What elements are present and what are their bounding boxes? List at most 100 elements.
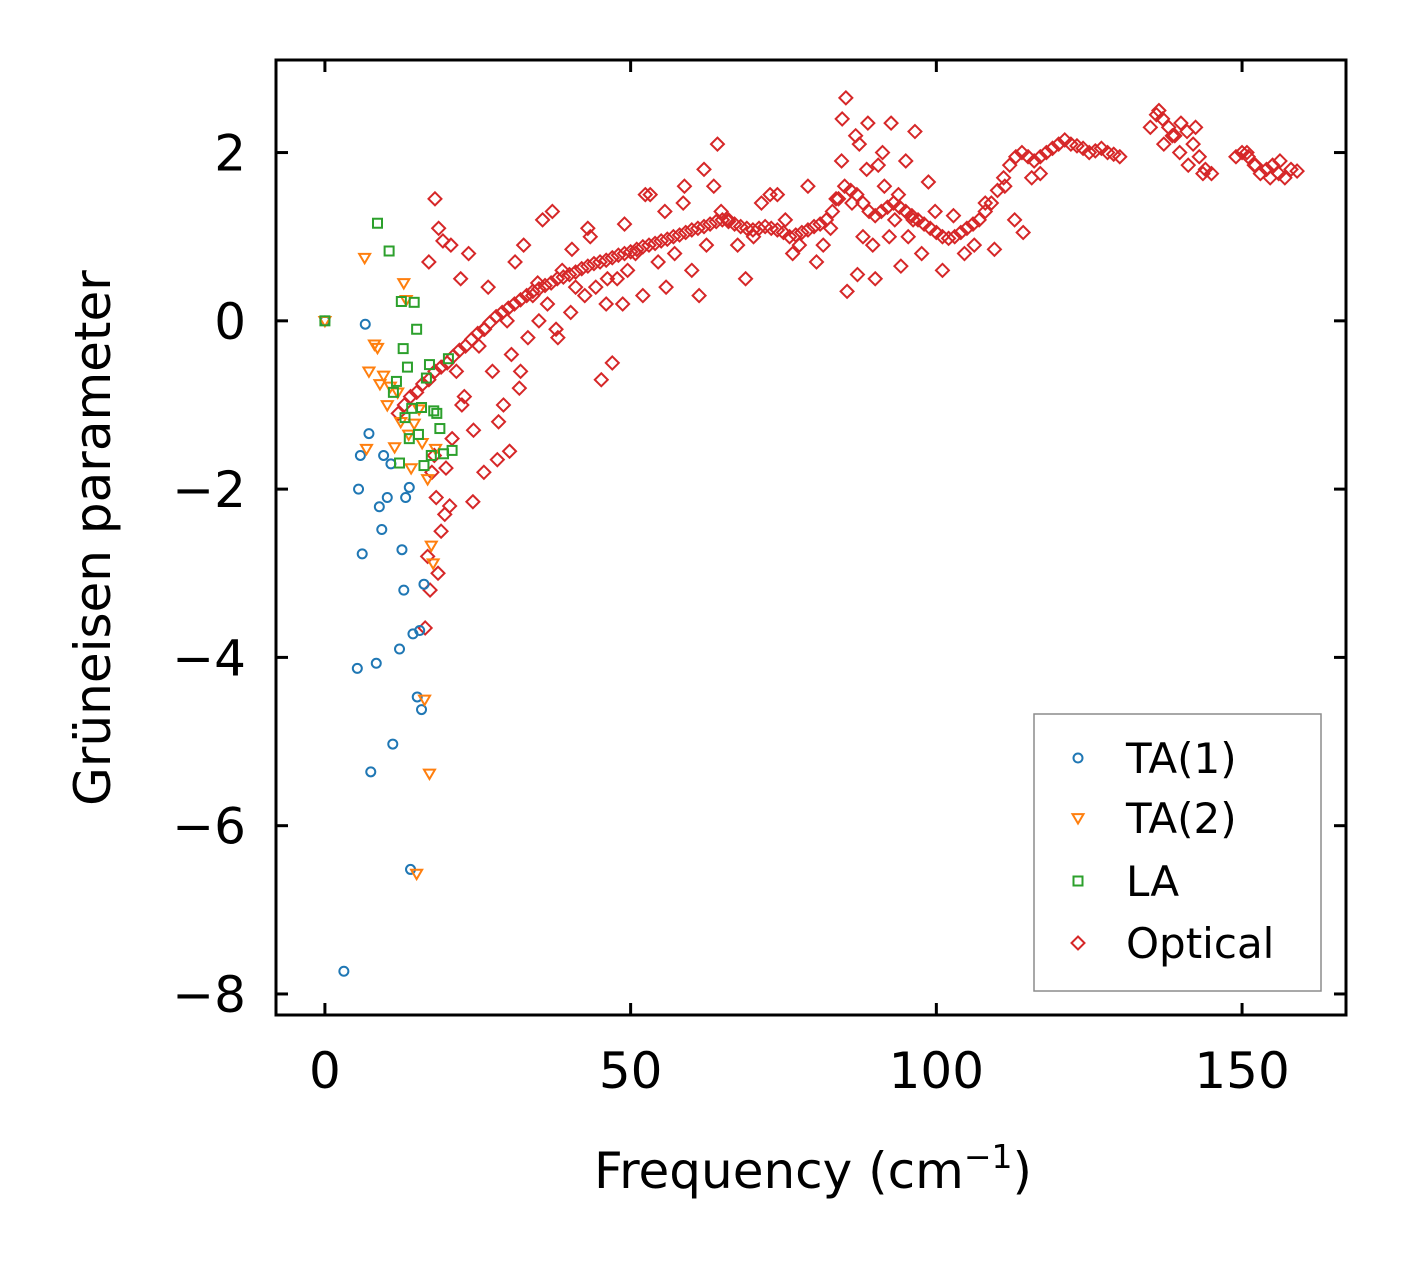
data-point	[1276, 169, 1293, 186]
data-point	[370, 657, 382, 669]
y-tick-label: −4	[172, 629, 246, 687]
series-la	[319, 217, 458, 472]
data-point	[503, 346, 520, 363]
data-point	[399, 412, 411, 424]
data-point	[1023, 169, 1040, 186]
data-point	[387, 386, 399, 398]
data-point	[1142, 119, 1159, 136]
legend-label: TA(2)	[1125, 794, 1237, 843]
data-point	[409, 868, 424, 882]
data-point	[996, 178, 1013, 195]
data-point	[359, 318, 371, 330]
data-point	[971, 211, 988, 228]
data-point	[753, 195, 770, 211]
data-point	[1228, 148, 1244, 165]
data-point	[537, 277, 553, 294]
data-point	[519, 329, 536, 346]
data-point	[417, 620, 434, 636]
axis-ticks: 0 50 100 150 2 0 −2 −4 −6 −8	[172, 60, 1346, 1100]
data-point	[351, 662, 363, 674]
data-point	[836, 178, 853, 195]
data-point	[418, 578, 430, 590]
data-point	[983, 195, 1000, 211]
data-point	[598, 252, 615, 269]
data-point	[406, 418, 422, 431]
x-tick-label: 100	[889, 1042, 984, 1100]
data-point	[507, 254, 523, 270]
data-point	[956, 245, 973, 262]
data-point	[397, 343, 409, 355]
y-tick-label: −8	[172, 966, 246, 1024]
data-point	[417, 694, 432, 707]
data-point	[676, 178, 693, 195]
data-point	[448, 363, 465, 380]
data-point	[338, 965, 350, 977]
data-point	[403, 481, 415, 493]
data-point	[579, 258, 596, 275]
data-point	[1262, 169, 1279, 186]
data-point	[354, 449, 366, 461]
data-point	[833, 153, 850, 169]
data-point	[495, 397, 512, 413]
data-point	[920, 174, 937, 190]
data-point	[452, 270, 469, 287]
data-point	[815, 237, 832, 254]
data-point	[855, 228, 871, 245]
data-point	[499, 312, 516, 329]
data-point	[371, 217, 383, 229]
data-point	[659, 231, 676, 248]
data-point	[414, 437, 430, 451]
data-point	[696, 161, 712, 178]
data-point	[864, 237, 881, 254]
data-point	[396, 278, 412, 291]
data-point	[579, 220, 596, 237]
y-tick-label: −6	[172, 798, 246, 856]
data-point	[1191, 148, 1208, 165]
data-point	[1050, 136, 1067, 153]
data-point	[1148, 106, 1165, 123]
data-point	[442, 237, 459, 254]
data-point	[422, 582, 438, 599]
data-point	[709, 136, 726, 153]
data-point	[913, 245, 930, 262]
data-point	[1014, 144, 1030, 161]
x-axis-label-superscript: −1	[964, 1137, 1013, 1176]
data-point	[806, 218, 822, 235]
data-point	[705, 178, 722, 195]
data-point	[1038, 144, 1055, 161]
data-point	[881, 228, 898, 245]
data-point	[675, 195, 692, 211]
x-axis-label-close: )	[1013, 1142, 1033, 1200]
data-point	[604, 354, 621, 371]
data-point	[1155, 136, 1172, 153]
data-point	[1272, 153, 1288, 169]
data-point	[419, 548, 436, 565]
data-point	[561, 266, 578, 283]
data-points	[317, 89, 1305, 977]
data-point	[396, 544, 408, 556]
data-point	[1195, 165, 1211, 182]
data-point	[438, 460, 454, 476]
data-point	[619, 262, 636, 279]
data-point	[708, 213, 725, 230]
data-point	[460, 245, 477, 262]
data-point	[425, 558, 441, 571]
data-point	[539, 296, 556, 312]
data-point	[683, 262, 700, 279]
data-point	[897, 203, 914, 220]
data-point	[414, 624, 426, 636]
data-point	[903, 207, 920, 224]
data-point	[567, 279, 584, 296]
data-point	[518, 287, 535, 304]
data-point	[506, 296, 523, 312]
data-point	[1289, 163, 1305, 179]
series-ta-2-	[317, 252, 443, 882]
data-point	[1044, 140, 1061, 157]
data-point	[1056, 132, 1073, 148]
data-point	[1247, 157, 1264, 174]
data-point	[598, 296, 615, 312]
data-point	[892, 258, 909, 275]
data-point	[476, 321, 493, 338]
data-point	[965, 216, 981, 232]
data-point	[433, 359, 449, 376]
